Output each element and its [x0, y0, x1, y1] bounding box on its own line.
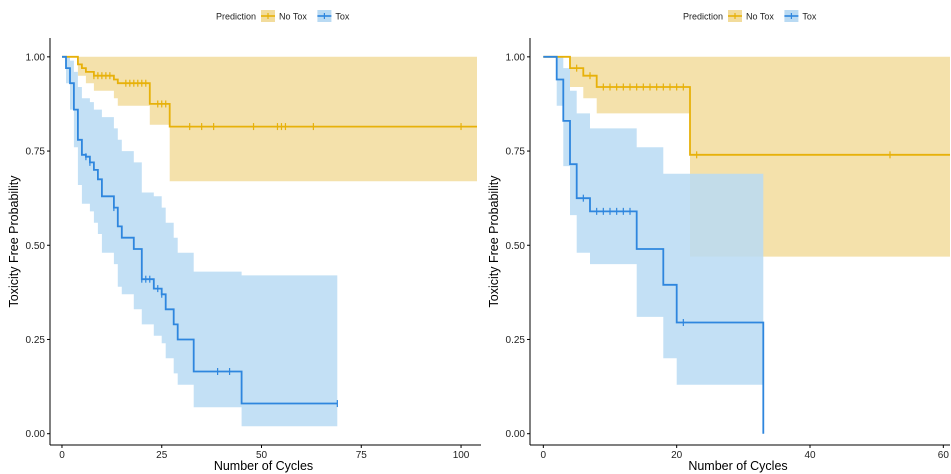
y-tick-label: 0.75 — [26, 147, 46, 158]
legend-label-no-tox: No Tox — [279, 12, 307, 22]
ci-band-no-tox — [62, 56, 477, 182]
ci-band-no-tox — [543, 56, 950, 257]
x-tick-label: 75 — [356, 450, 368, 461]
x-axis-title: Number of Cycles — [214, 459, 313, 473]
x-tick-label: 60 — [938, 450, 950, 461]
x-tick-label: 20 — [671, 450, 683, 461]
survival-line-tox — [62, 55, 338, 405]
y-tick-label: 0.25 — [26, 335, 46, 346]
legend-title: Prediction — [683, 12, 723, 22]
y-axis-title: Toxicity Free Probability — [487, 175, 501, 308]
x-tick-label: 50 — [256, 450, 268, 461]
legend: Prediction No Tox Tox — [216, 10, 350, 22]
ci-band-tox — [62, 56, 338, 427]
y-tick-label: 0.50 — [506, 241, 526, 252]
survival-line-no-tox — [62, 55, 477, 128]
chart-panel-1: 0.00 0.25 0.50 0.75 1.00 0 25 50 75 100 Number of … — [7, 10, 481, 473]
x-tick-label: 0 — [59, 450, 65, 461]
x-tick-label: 25 — [156, 450, 168, 461]
y-tick-label: 0.50 — [26, 241, 46, 252]
x-axis-title: Number of Cycles — [688, 459, 787, 473]
y-axis-title: Toxicity Free Probability — [7, 175, 21, 308]
x-tick-label: 100 — [453, 450, 470, 461]
legend: Prediction No Tox Tox — [683, 10, 817, 22]
legend-label-tox: Tox — [802, 12, 817, 22]
y-tick-label: 0.25 — [506, 335, 526, 346]
y-tick-label: 0.00 — [26, 429, 46, 440]
x-tick-label: 40 — [804, 450, 816, 461]
y-tick-label: 1.00 — [26, 52, 46, 63]
legend-label-tox: Tox — [335, 12, 350, 22]
x-tick-label: 0 — [541, 450, 547, 461]
survival-line-tox — [543, 55, 765, 434]
legend-title: Prediction — [216, 12, 256, 22]
y-tick-label: 0.75 — [506, 147, 526, 158]
y-tick-label: 1.00 — [506, 52, 526, 63]
chart-panel-2: 0.00 0.25 0.50 0.75 1.00 0 20 40 60 Number of Cyc… — [487, 10, 950, 473]
legend-label-no-tox: No Tox — [746, 12, 774, 22]
ci-band-tox — [543, 56, 764, 385]
y-tick-label: 0.00 — [506, 429, 526, 440]
